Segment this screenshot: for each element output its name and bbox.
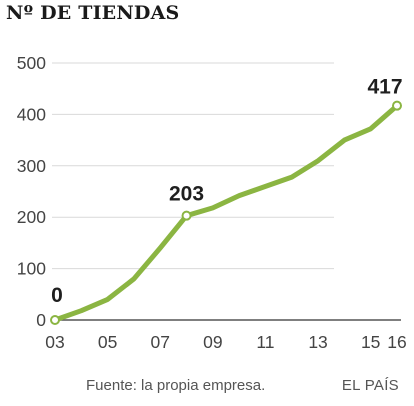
source-note: Fuente: la propia empresa. (86, 377, 266, 394)
data-label: 0 (51, 284, 63, 307)
y-tick-label: 0 (36, 310, 46, 330)
chart-title: Nº DE TIENDAS (6, 2, 180, 24)
y-tick-label: 200 (17, 207, 46, 227)
x-tick-label: 16 (387, 332, 406, 352)
series-layer (50, 100, 402, 325)
x-tick-label: 15 (361, 332, 380, 352)
x-axis-ticks: 03 05 07 09 11 13 15 16 (45, 332, 406, 352)
y-tick-label: 100 (17, 259, 46, 279)
y-tick-label: 300 (17, 156, 46, 176)
publisher-brand: EL PAÍS (341, 377, 399, 394)
data-labels: 0 203 417 (51, 76, 402, 307)
grid-lines (52, 62, 401, 321)
data-label: 417 (367, 76, 402, 99)
data-point-marker (181, 210, 192, 221)
x-tick-label: 13 (308, 332, 327, 352)
x-tick-label: 07 (150, 332, 169, 352)
x-tick-label: 09 (203, 332, 222, 352)
y-tick-label: 500 (17, 53, 46, 73)
y-axis-ticks: 0 100 200 300 400 500 (17, 53, 46, 330)
y-tick-label: 400 (17, 104, 46, 124)
x-tick-label: 03 (45, 332, 64, 352)
data-label: 203 (169, 183, 204, 206)
x-tick-label: 05 (98, 332, 117, 352)
x-tick-label: 11 (256, 332, 274, 352)
data-point-marker (50, 315, 60, 325)
data-point-marker (392, 100, 402, 111)
series-line (52, 103, 400, 323)
